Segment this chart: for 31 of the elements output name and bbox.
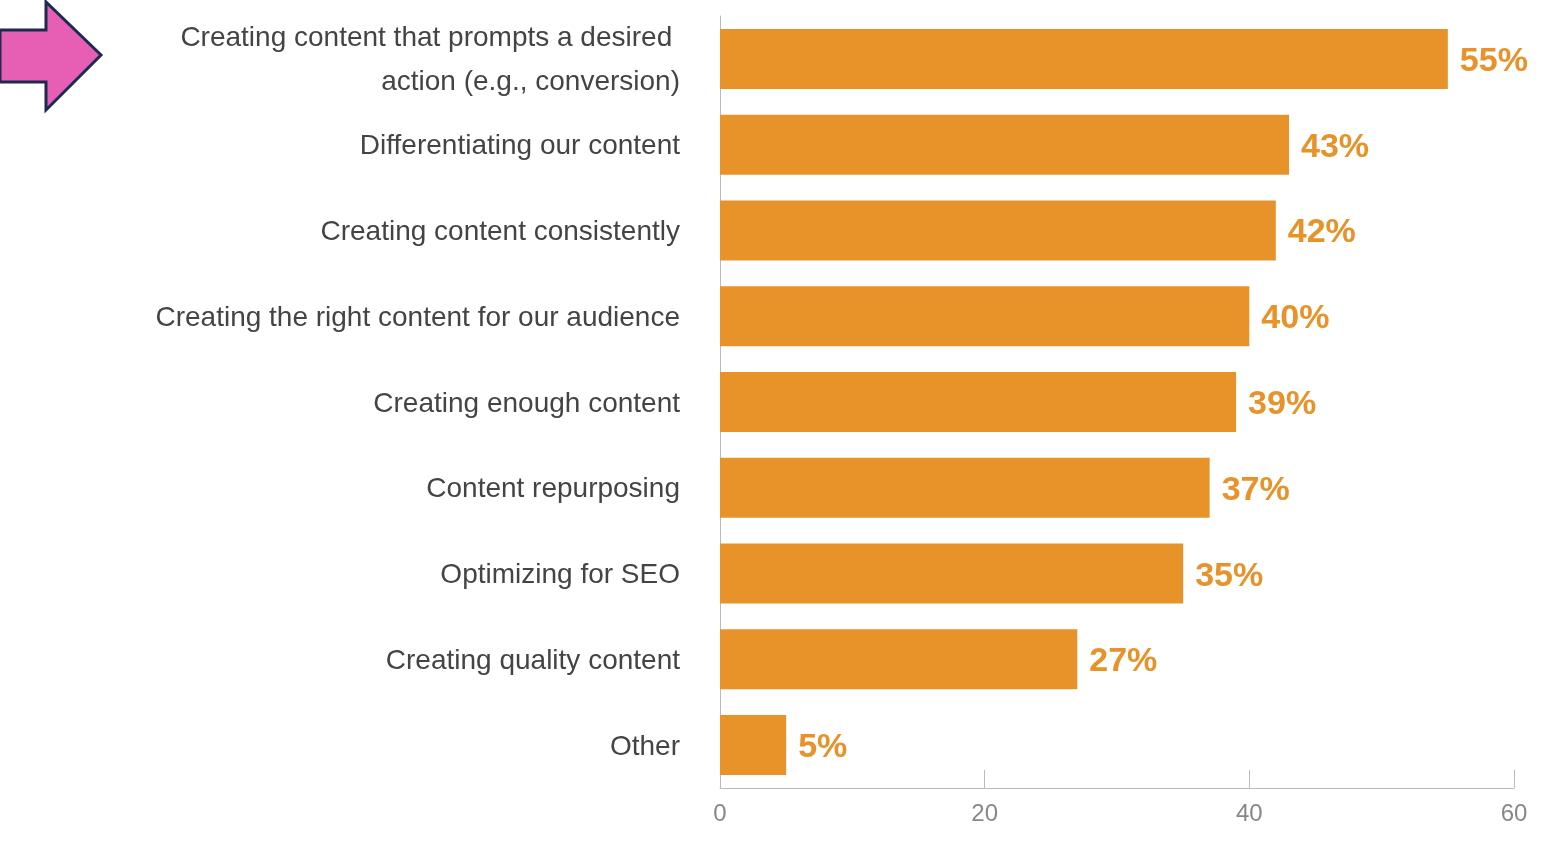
bar	[720, 715, 787, 776]
y-tick-label: Differentiating our content	[359, 129, 681, 161]
y-tick-label: Creating enough content	[373, 386, 681, 418]
bar	[720, 543, 1184, 604]
data-label: 39%	[1248, 383, 1317, 421]
data-label: 37%	[1221, 468, 1290, 507]
bar	[720, 28, 1448, 89]
x-tick-label: 60	[1500, 798, 1528, 826]
y-tick-label: Other	[609, 729, 680, 761]
y-tick-label: Creating the right content for our audience	[155, 300, 680, 332]
data-label: 35%	[1195, 554, 1264, 593]
y-tick-label: Content repurposing	[426, 472, 680, 504]
x-tick-label: 20	[971, 798, 999, 826]
data-label: 43%	[1301, 125, 1370, 164]
bar	[720, 286, 1250, 347]
y-tick-label: Optimizing for SEO	[440, 558, 680, 590]
y-tick-label: Creating content consistently	[320, 214, 680, 246]
bar	[720, 457, 1210, 518]
data-label: 42%	[1287, 211, 1356, 250]
data-label: 5%	[798, 726, 848, 765]
data-label: 55%	[1459, 39, 1528, 78]
bar	[720, 114, 1290, 175]
y-tick-label: Creating content that prompts a desired action (e.g., conversion)	[180, 21, 680, 97]
data-label: 27%	[1089, 640, 1158, 679]
bar	[720, 200, 1276, 261]
x-tick-label: 0	[713, 798, 727, 826]
bar	[720, 629, 1078, 690]
y-tick-label: Creating quality content	[385, 643, 681, 675]
bar	[720, 372, 1237, 432]
x-tick-label: 40	[1235, 798, 1263, 826]
data-label: 40%	[1261, 297, 1330, 336]
